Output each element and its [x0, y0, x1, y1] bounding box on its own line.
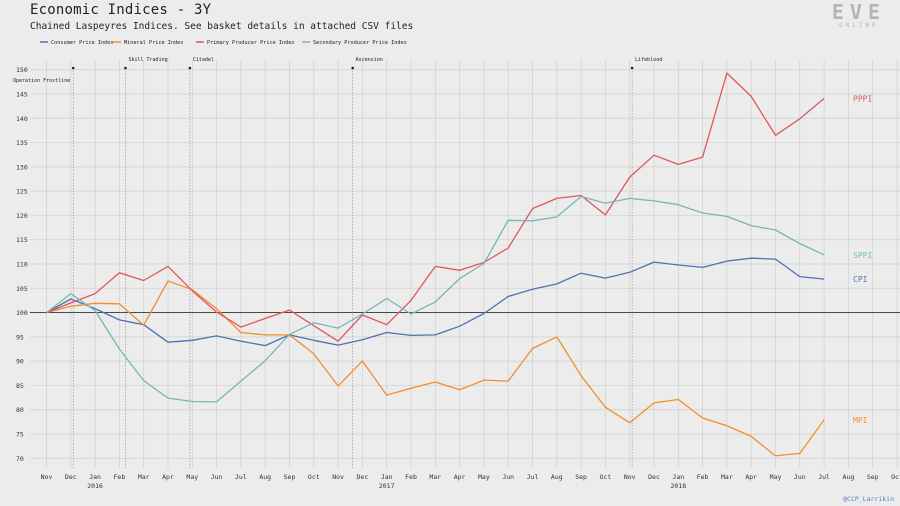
series-line-cpi	[46, 257, 825, 347]
x-tick-label: Mar	[138, 473, 150, 481]
x-tick-label: Feb	[697, 473, 709, 481]
x-tick-label: May	[770, 473, 782, 481]
x-tick-label: Feb	[114, 473, 126, 481]
series-end-label: SPPI	[853, 251, 872, 260]
event-label: Skill Trading	[128, 57, 167, 63]
series-end-label: MPI	[853, 416, 868, 425]
event-label: Operation Frostline	[13, 78, 70, 84]
y-tick-label: 145	[16, 91, 28, 99]
y-tick-label: 140	[16, 115, 28, 123]
series-end-label: CPI	[853, 275, 868, 284]
legend-entry: Primary Producer Price Index	[207, 40, 294, 46]
x-tick-label: Jun	[794, 473, 806, 481]
x-tick-label: Jun	[502, 473, 514, 481]
event-label: Ascension	[356, 57, 383, 63]
legend-entry: Mineral Price Index	[124, 40, 183, 46]
x-tick-label: Aug	[551, 473, 563, 481]
x-tick-label: Jan	[89, 473, 101, 481]
x-tick-label: Jan	[672, 473, 684, 481]
event-marker	[351, 66, 354, 70]
x-tick-label: Dec	[65, 473, 77, 481]
logo-main-text: EVE	[831, 0, 886, 24]
x-tick-label: Aug	[843, 473, 855, 481]
x-tick-label: Apr	[162, 473, 174, 481]
x-tick-label: Jul	[235, 473, 247, 481]
x-tick-label: Sep	[575, 473, 587, 481]
chart-subtitle: Chained Laspeyres Indices. See basket de…	[30, 21, 414, 32]
y-tick-label: 100	[16, 309, 28, 317]
series-end-label: PPPI	[853, 94, 872, 103]
y-tick-label: 130	[16, 163, 28, 171]
legend-entry: Consumer Price Index	[51, 40, 113, 46]
y-tick-label: 150	[16, 66, 28, 74]
y-tick-label: 90	[16, 358, 24, 366]
x-tick-label: Sep	[284, 473, 296, 481]
y-tick-label: 80	[16, 406, 24, 414]
x-tick-label: Nov	[332, 473, 344, 481]
event-label: Citadel	[193, 57, 214, 63]
series-line-sppi	[46, 195, 825, 403]
x-tick-label: Jun	[211, 473, 223, 481]
x-tick-label: Jan	[381, 473, 393, 481]
x-tick-label: May	[478, 473, 490, 481]
y-tick-label: 105	[16, 285, 28, 293]
series-line-pppi	[46, 72, 825, 342]
y-tick-label: 95	[16, 333, 24, 341]
x-tick-label: Apr	[454, 473, 466, 481]
event-marker	[630, 66, 634, 70]
y-tick-label: 115	[16, 236, 28, 244]
x-tick-label: Oct	[308, 473, 320, 481]
legend-entry: Secondary Producer Price Index	[313, 40, 407, 46]
y-tick-label: 120	[16, 212, 28, 220]
event-marker	[71, 66, 75, 70]
x-tick-label: Nov	[624, 473, 636, 481]
y-tick-label: 135	[16, 139, 28, 147]
event-label: Lifeblood	[635, 57, 662, 63]
event-marker	[188, 66, 192, 70]
series-line-mpi	[46, 280, 825, 457]
x-tick-label: Sep	[867, 473, 879, 481]
y-tick-label: 110	[16, 261, 28, 269]
x-tick-label: Nov	[41, 473, 53, 481]
x-tick-label: Dec	[357, 473, 369, 481]
event-marker	[124, 66, 127, 70]
x-tick-label: Apr	[745, 473, 757, 481]
twitter-credit[interactable]: @CCP_Larrikin	[843, 495, 894, 503]
eve-online-logo: EVE ONLINE	[832, 2, 886, 29]
chart-title: Economic Indices - 3Y	[30, 2, 212, 18]
year-label: 2017	[379, 482, 395, 490]
y-tick-label: 125	[16, 188, 28, 196]
x-tick-label: Dec	[648, 473, 660, 481]
x-tick-label: Feb	[405, 473, 417, 481]
x-tick-label: Mar	[429, 473, 441, 481]
x-tick-label: Oct	[891, 473, 900, 481]
x-tick-label: Mar	[721, 473, 733, 481]
x-tick-label: Jul	[527, 473, 539, 481]
y-tick-label: 70	[16, 455, 24, 463]
y-tick-label: 85	[16, 382, 24, 390]
x-tick-label: Aug	[259, 473, 271, 481]
x-tick-label: Jul	[818, 473, 830, 481]
x-tick-label: May	[186, 473, 198, 481]
y-tick-label: 75	[16, 431, 24, 439]
logo-sub-text: ONLINE	[839, 22, 879, 29]
year-label: 2018	[670, 482, 686, 490]
x-tick-label: Oct	[600, 473, 612, 481]
year-label: 2016	[87, 482, 103, 490]
